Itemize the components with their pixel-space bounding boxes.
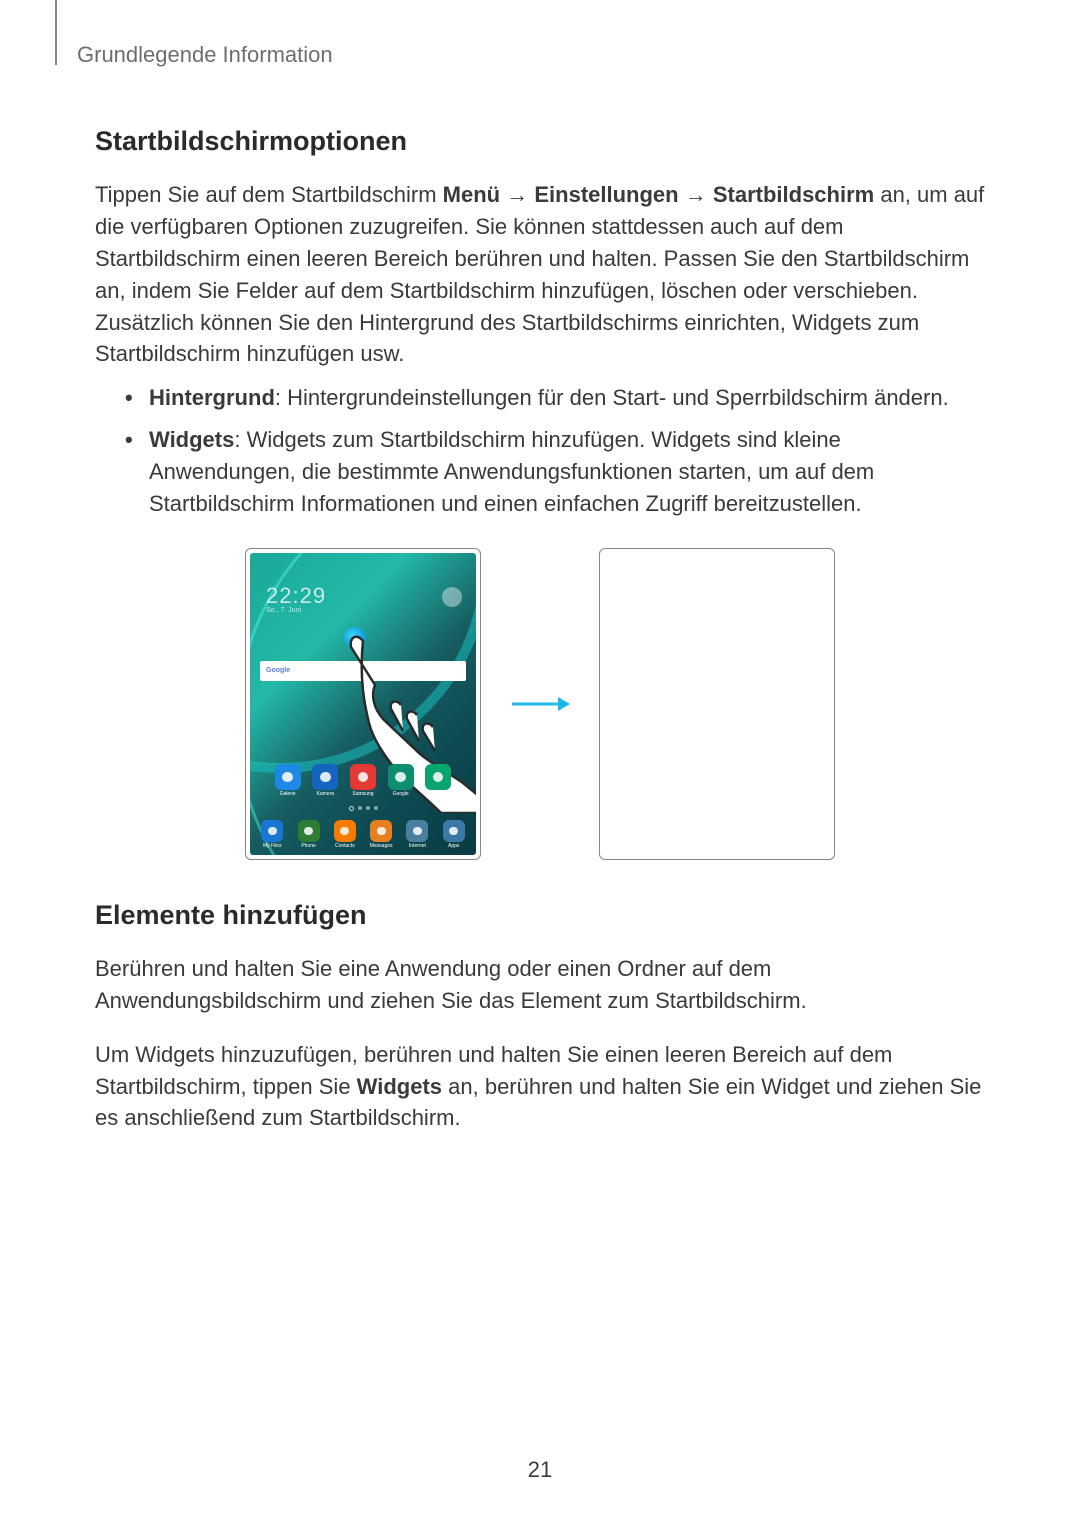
- app-icon: [425, 764, 451, 790]
- arrow-right-icon: [510, 694, 570, 714]
- section1-title: Startbildschirmoptionen: [95, 126, 985, 157]
- header-rule: [55, 0, 57, 65]
- tablet-left: 22:29 So., 7. Juni Google Galerie Kamera S…: [245, 548, 481, 860]
- intro-home: Startbildschirm: [713, 182, 874, 207]
- para2-bold: Widgets: [357, 1074, 442, 1099]
- clock-time: 22:29: [266, 583, 326, 608]
- app-icon: [261, 820, 283, 842]
- dot-icon: [366, 806, 370, 810]
- touch-indicator-icon: [344, 627, 366, 649]
- app-galerie: Galerie: [274, 764, 302, 797]
- home-dot-icon: [349, 806, 354, 811]
- app-label: Internet: [403, 843, 431, 849]
- app-icon: [350, 764, 376, 790]
- tablet-left-screen: 22:29 So., 7. Juni Google Galerie Kamera S…: [250, 553, 476, 855]
- app-google: Google: [387, 764, 415, 797]
- app-icon: [275, 764, 301, 790]
- app-icon: [370, 820, 392, 842]
- app-icon: [388, 764, 414, 790]
- app-label: My Files: [258, 843, 286, 849]
- app-internet: Internet: [403, 820, 431, 849]
- app-phone: Phone: [295, 820, 323, 849]
- section2-para2: Um Widgets hinzuzufügen, berühren und ha…: [95, 1039, 985, 1135]
- app-label: Phone: [295, 843, 323, 849]
- app-label: Galerie: [274, 791, 302, 797]
- app-row-mid: Galerie Kamera Samsung Google Play Store: [250, 764, 476, 797]
- dot-icon: [374, 806, 378, 810]
- app-my-files: My Files: [258, 820, 286, 849]
- bullet-widgets: Widgets: Widgets zum Startbildschirm hin…: [125, 424, 985, 520]
- app-label: Kamera: [311, 791, 339, 797]
- app-label: Samsung: [349, 791, 377, 797]
- app-label: Apps: [440, 843, 468, 849]
- arrow2: →: [679, 182, 713, 207]
- arrow1: →: [500, 182, 534, 207]
- app-icon: [406, 820, 428, 842]
- arrow-between: [509, 694, 571, 714]
- app-row-dock: My Files Phone Contacts Messages Internet App…: [250, 820, 476, 849]
- bullet-hintergrund: Hintergrund: Hintergrundeinstellungen fü…: [125, 382, 985, 414]
- clock-widget: 22:29 So., 7. Juni: [266, 583, 326, 614]
- intro-post: an, um auf die verfügbaren Optionen zuzu…: [95, 182, 984, 366]
- weather-icon: [442, 587, 462, 607]
- app-icon: [443, 820, 465, 842]
- intro-pre: Tippen Sie auf dem Startbildschirm: [95, 182, 443, 207]
- app-label: Google: [387, 791, 415, 797]
- app-icon: [298, 820, 320, 842]
- app-apps: Apps: [440, 820, 468, 849]
- app-label: Contacts: [331, 843, 359, 849]
- intro-settings: Einstellungen: [534, 182, 678, 207]
- bullet-list: Hintergrund: Hintergrundeinstellungen fü…: [95, 382, 985, 520]
- page-dots: [250, 806, 476, 811]
- bullet1-text: : Hintergrundeinstellungen für den Start…: [275, 385, 949, 410]
- figure-row: 22:29 So., 7. Juni Google Galerie Kamera S…: [95, 548, 985, 860]
- section1-intro: Tippen Sie auf dem Startbildschirm Menü …: [95, 179, 985, 370]
- bullet1-label: Hintergrund: [149, 385, 275, 410]
- bullet2-label: Widgets: [149, 427, 234, 452]
- section2-title: Elemente hinzufügen: [95, 900, 985, 931]
- app-contacts: Contacts: [331, 820, 359, 849]
- intro-menu: Menü: [443, 182, 500, 207]
- section2-para1: Berühren und halten Sie eine Anwendung o…: [95, 953, 985, 1017]
- tablet-right: [599, 548, 835, 860]
- search-bar: Google: [260, 661, 466, 681]
- page-number: 21: [0, 1457, 1080, 1483]
- app-icon: [312, 764, 338, 790]
- page-content: Grundlegende Information Startbildschirm…: [0, 0, 1080, 1134]
- app-label: Messages: [367, 843, 395, 849]
- app-label: Play Store: [424, 791, 452, 797]
- app-messages: Messages: [367, 820, 395, 849]
- running-header: Grundlegende Information: [77, 42, 985, 68]
- bullet2-text: : Widgets zum Startbildschirm hinzufügen…: [149, 427, 874, 516]
- app-kamera: Kamera: [311, 764, 339, 797]
- app-samsung: Samsung: [349, 764, 377, 797]
- search-label: Google: [266, 667, 290, 674]
- dot-icon: [358, 806, 362, 810]
- app-play-store: Play Store: [424, 764, 452, 797]
- app-icon: [334, 820, 356, 842]
